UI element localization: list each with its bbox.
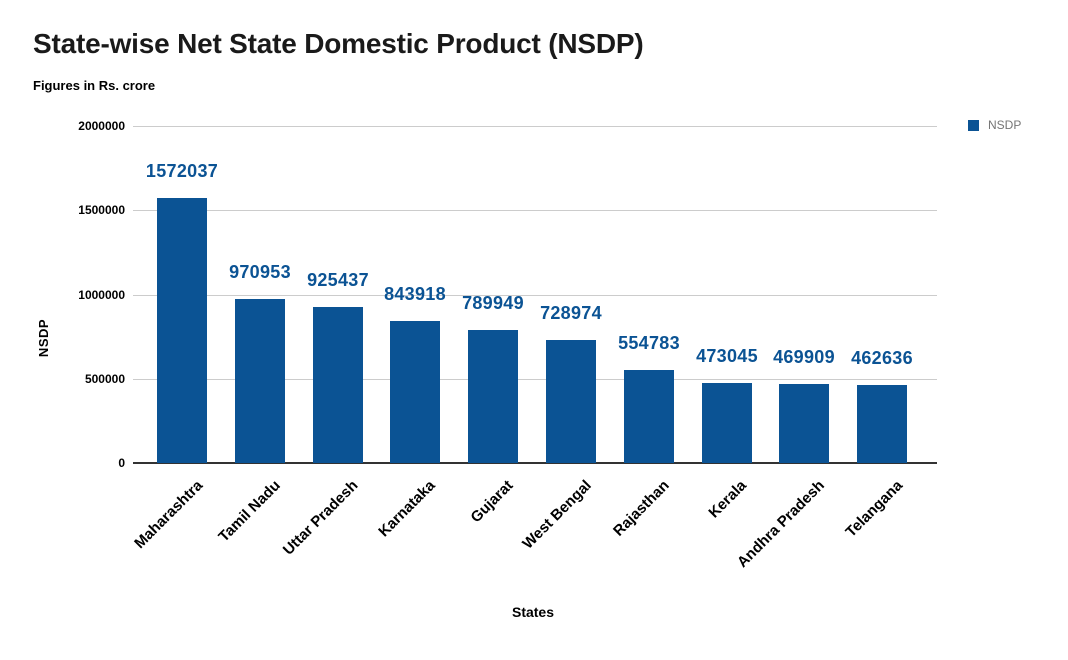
x-category-label: Karnataka bbox=[375, 477, 440, 541]
x-category-label: Kerala bbox=[705, 477, 751, 522]
y-tick-label: 1500000 bbox=[78, 203, 125, 217]
bar-maharashtra bbox=[157, 198, 207, 463]
x-category-label: Tamil Nadu bbox=[215, 477, 285, 546]
y-tick-label: 1000000 bbox=[78, 288, 125, 302]
bar-value-label: 473045 bbox=[696, 346, 758, 366]
legend-swatch bbox=[968, 119, 979, 131]
gridline bbox=[133, 295, 937, 296]
x-category-label: Telangana bbox=[842, 477, 907, 541]
gridline bbox=[133, 210, 937, 211]
bar-value-label: 1572037 bbox=[145, 161, 219, 181]
gridline bbox=[133, 379, 937, 380]
chart-title: State-wise Net State Domestic Product (N… bbox=[33, 28, 644, 59]
bar-karnataka bbox=[390, 321, 440, 463]
bar-value-label: 789949 bbox=[462, 293, 524, 313]
gridline bbox=[133, 126, 937, 127]
x-category-label: West Bengal bbox=[519, 477, 596, 553]
x-axis-title: States bbox=[511, 604, 555, 620]
x-category-label: Andhra Pradesh bbox=[734, 477, 829, 571]
bar-kerala bbox=[702, 383, 752, 463]
bar-andhra-pradesh bbox=[779, 384, 829, 463]
bar-gujarat bbox=[468, 330, 518, 463]
bar-uttar-pradesh bbox=[313, 307, 363, 463]
bar-value-label: 728974 bbox=[540, 303, 602, 323]
y-tick-label: 500000 bbox=[84, 372, 125, 386]
bar-value-label: 843918 bbox=[384, 284, 446, 304]
bar-tamil-nadu bbox=[235, 299, 285, 463]
bar-value-label: 469909 bbox=[773, 347, 835, 367]
x-category-label: Gujarat bbox=[467, 477, 518, 527]
x-axis-baseline bbox=[133, 462, 937, 464]
bar-value-label: 554783 bbox=[618, 333, 680, 353]
x-category-label: Uttar Pradesh bbox=[279, 477, 362, 559]
x-category-label: Maharashtra bbox=[130, 477, 207, 553]
bar-rajasthan bbox=[624, 370, 674, 463]
y-tick-label: 2000000 bbox=[78, 119, 125, 133]
bar-value-label: 462636 bbox=[851, 348, 913, 368]
bar-west-bengal bbox=[546, 340, 596, 463]
chart-subtitle: Figures in Rs. crore bbox=[33, 78, 156, 93]
y-tick-label: 0 bbox=[118, 456, 125, 470]
bar-value-label: 970953 bbox=[229, 262, 291, 282]
legend: NSDP bbox=[968, 118, 1021, 132]
legend-label: NSDP bbox=[988, 118, 1022, 132]
x-category-label: Rajasthan bbox=[610, 477, 674, 540]
bar-telangana bbox=[857, 385, 907, 463]
bar-value-label: 925437 bbox=[307, 270, 369, 290]
